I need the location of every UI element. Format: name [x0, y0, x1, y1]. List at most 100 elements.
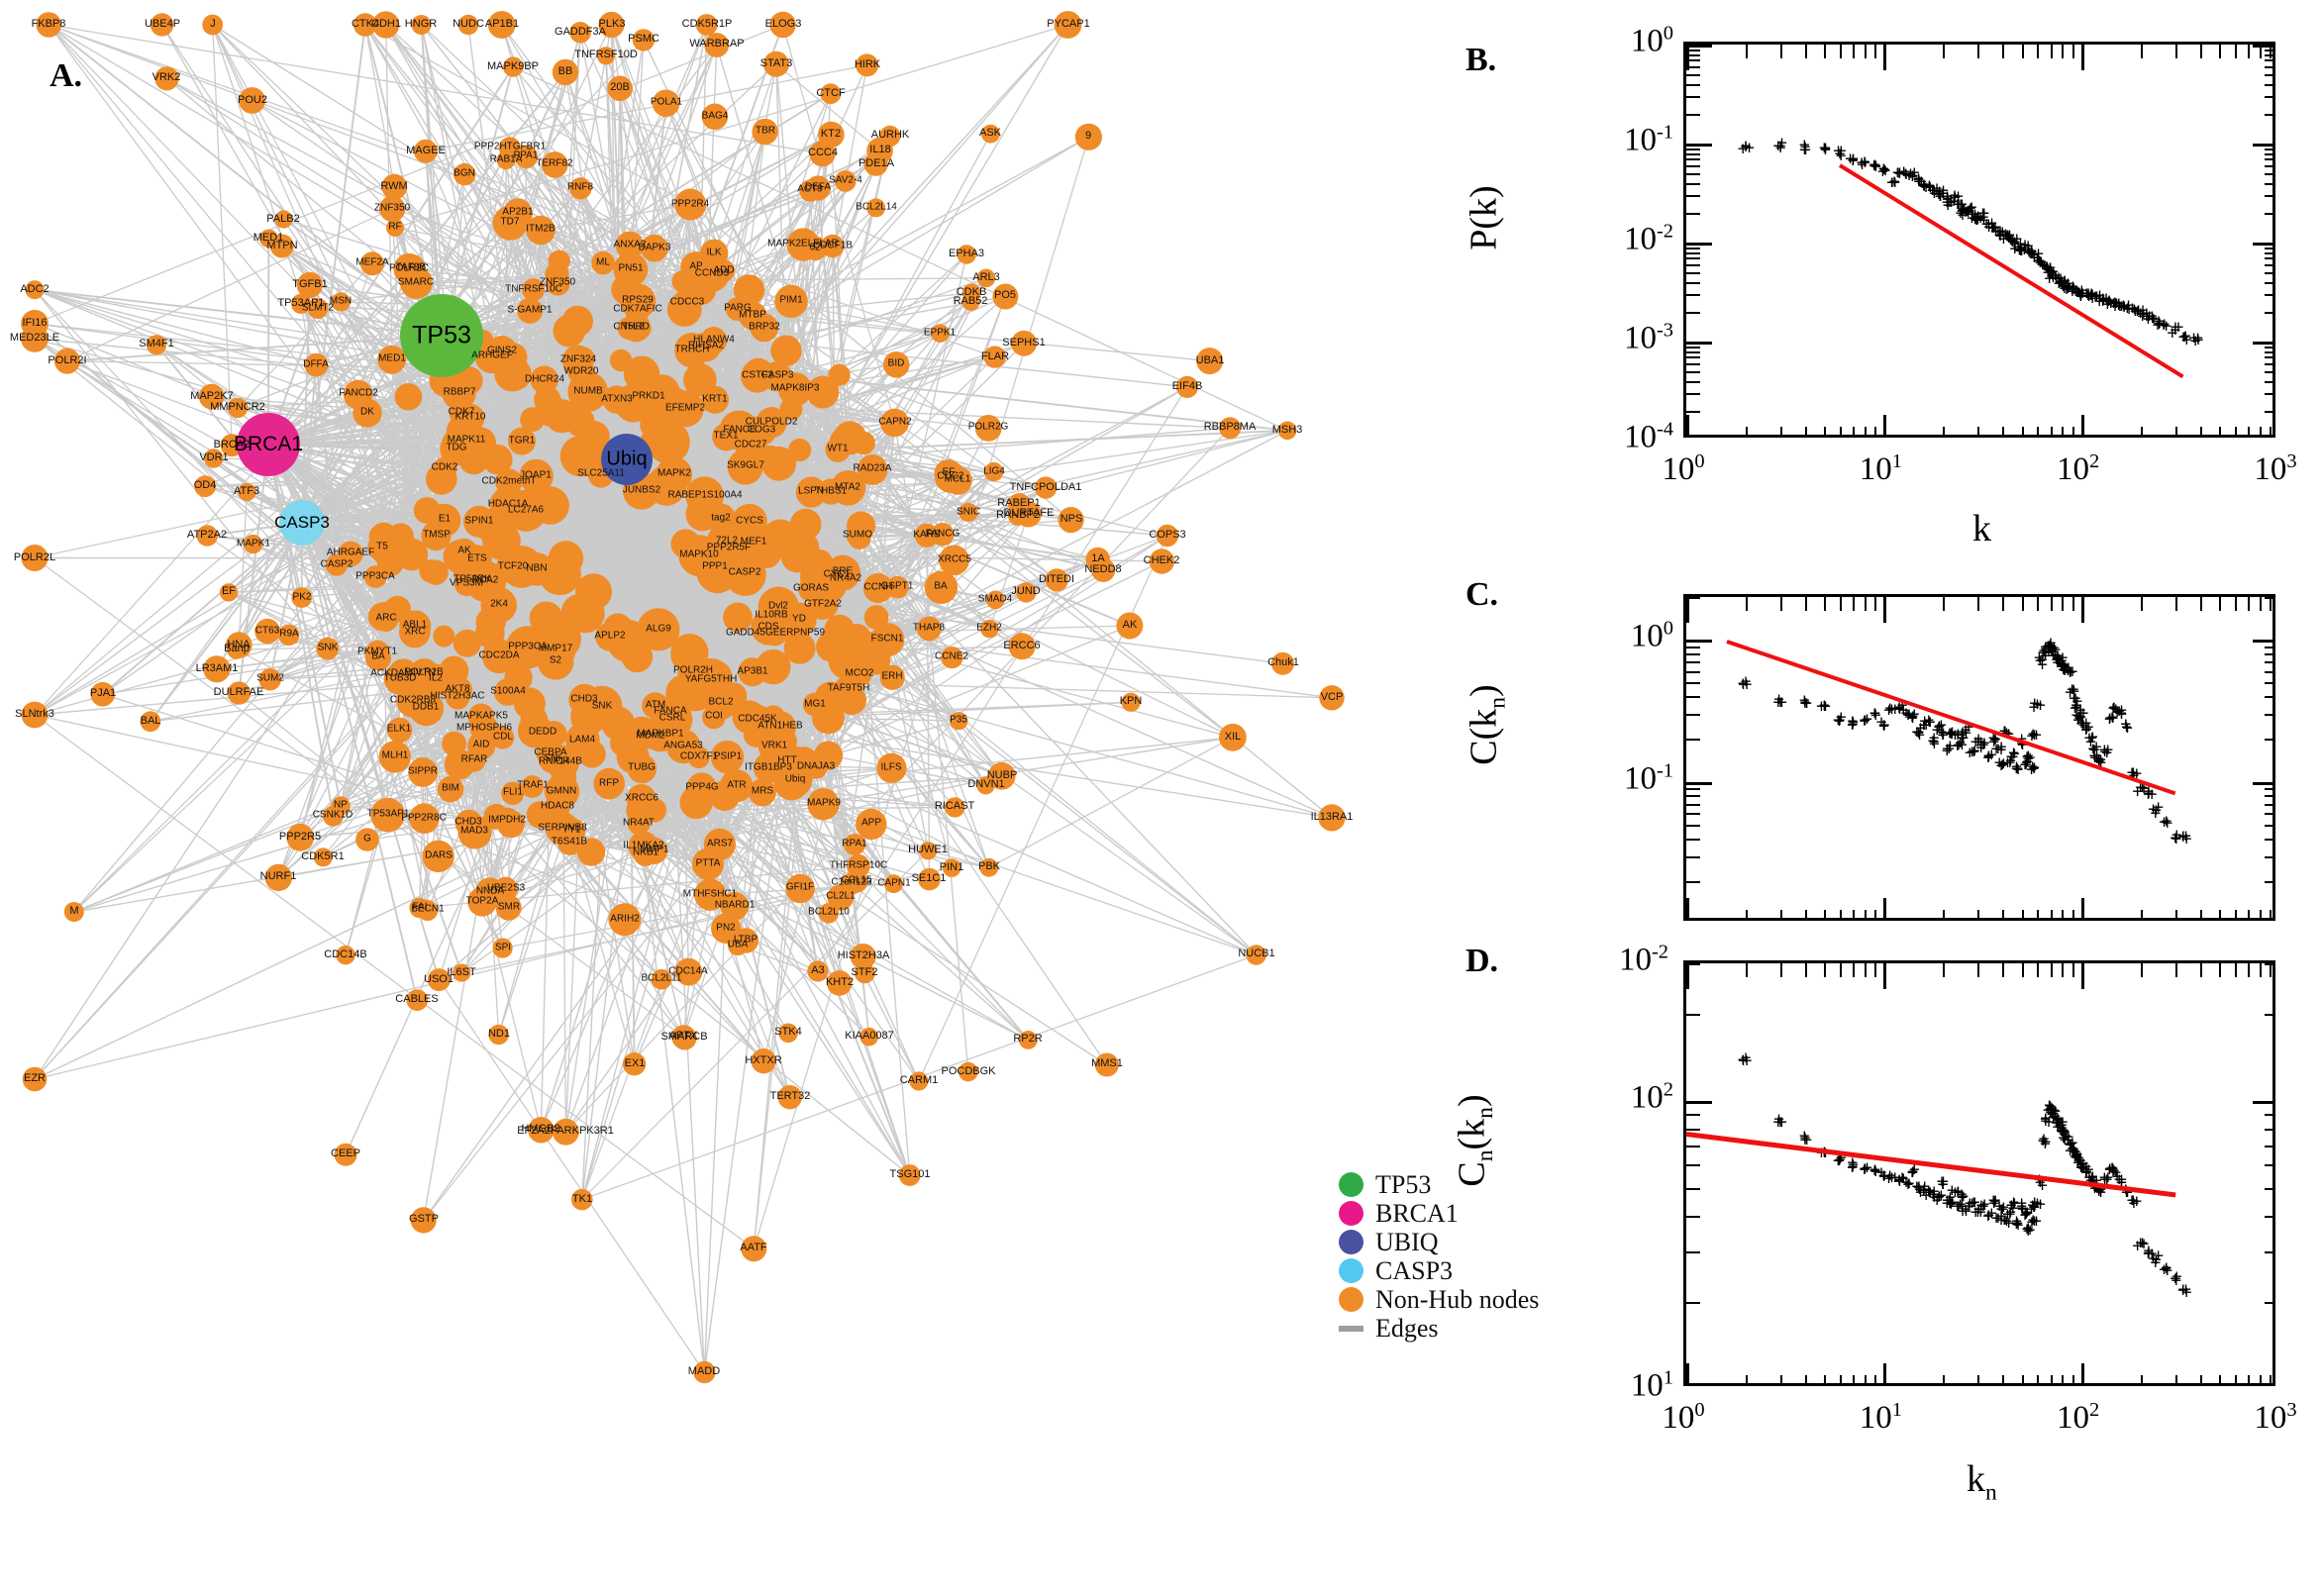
hub-node-tp53[interactable] [400, 294, 483, 377]
network-node[interactable] [569, 177, 592, 200]
network-node[interactable] [264, 863, 292, 892]
network-node[interactable] [609, 349, 633, 372]
network-node[interactable] [228, 397, 249, 419]
network-node[interactable] [643, 717, 678, 752]
network-node[interactable] [824, 614, 856, 646]
network-node[interactable] [622, 1052, 647, 1076]
network-node[interactable] [770, 335, 802, 366]
network-node[interactable] [408, 690, 445, 727]
network-node[interactable] [727, 449, 763, 485]
network-node[interactable] [406, 989, 429, 1011]
network-node[interactable] [786, 228, 820, 261]
network-node[interactable] [1246, 945, 1266, 965]
network-node[interactable] [642, 797, 666, 823]
network-node[interactable] [961, 292, 980, 311]
network-node[interactable] [204, 449, 224, 468]
network-node[interactable] [492, 938, 513, 958]
network-node[interactable] [194, 475, 217, 498]
network-node[interactable] [336, 946, 355, 965]
network-node[interactable] [783, 632, 816, 664]
network-node[interactable] [567, 371, 608, 413]
network-node[interactable] [959, 502, 978, 523]
network-node[interactable] [876, 752, 907, 783]
network-node[interactable] [354, 13, 377, 37]
network-node[interactable] [593, 767, 625, 800]
network-node[interactable] [538, 744, 568, 774]
network-node[interactable] [608, 903, 642, 937]
network-node[interactable] [613, 251, 649, 287]
network-node[interactable] [226, 632, 252, 658]
network-node[interactable] [576, 838, 606, 866]
network-node[interactable] [304, 352, 329, 377]
network-node[interactable] [859, 1027, 878, 1047]
network-node[interactable] [652, 89, 680, 118]
network-node[interactable] [53, 348, 80, 374]
network-node[interactable] [427, 968, 451, 992]
network-node[interactable] [959, 1061, 978, 1082]
network-node[interactable] [691, 332, 721, 362]
network-node[interactable] [850, 944, 876, 969]
network-node[interactable] [974, 415, 1002, 442]
network-node[interactable] [146, 335, 167, 355]
network-node[interactable] [882, 351, 910, 378]
network-node[interactable] [529, 601, 563, 636]
network-node[interactable] [203, 655, 231, 683]
network-node[interactable] [545, 262, 569, 287]
network-node[interactable] [1277, 421, 1297, 441]
network-node[interactable] [738, 657, 767, 687]
network-node[interactable] [799, 179, 822, 202]
network-node[interactable] [945, 797, 965, 818]
network-node[interactable] [238, 483, 256, 502]
network-node[interactable] [565, 407, 595, 438]
network-node[interactable] [379, 195, 406, 222]
network-node[interactable] [1094, 1052, 1119, 1077]
network-node[interactable] [514, 145, 539, 169]
network-node[interactable] [646, 420, 690, 464]
network-node[interactable] [517, 713, 553, 748]
network-node[interactable] [364, 645, 392, 671]
network-node[interactable] [467, 703, 495, 731]
network-node[interactable] [476, 507, 516, 548]
network-node[interactable] [615, 231, 645, 259]
network-node[interactable] [307, 298, 329, 319]
network-node[interactable] [291, 587, 313, 608]
network-node[interactable] [695, 14, 718, 36]
network-node[interactable] [981, 124, 1000, 144]
network-node[interactable] [632, 29, 656, 51]
network-node[interactable] [569, 22, 591, 44]
network-node[interactable] [458, 444, 489, 475]
network-node[interactable] [496, 150, 516, 170]
network-node[interactable] [239, 87, 265, 114]
hub-node-brca1[interactable] [237, 413, 300, 476]
network-node[interactable] [487, 11, 516, 39]
network-node[interactable] [323, 805, 344, 827]
network-node[interactable] [852, 431, 875, 455]
network-node[interactable] [909, 1071, 929, 1091]
network-node[interactable] [856, 53, 879, 77]
network-node[interactable] [591, 250, 615, 275]
network-node[interactable] [976, 776, 995, 795]
network-node[interactable] [728, 936, 748, 955]
hub-node-ubiq[interactable] [601, 434, 653, 485]
network-node[interactable] [355, 828, 379, 851]
network-node[interactable] [423, 559, 449, 585]
network-node[interactable] [898, 1164, 921, 1186]
network-node[interactable] [782, 602, 817, 638]
network-node[interactable] [1011, 330, 1037, 356]
network-node[interactable] [508, 427, 536, 455]
network-node[interactable] [769, 11, 796, 39]
network-node[interactable] [656, 456, 692, 493]
network-node[interactable] [918, 867, 941, 891]
network-node[interactable] [488, 1024, 509, 1046]
network-node[interactable] [1008, 493, 1031, 516]
network-node[interactable] [979, 857, 999, 877]
network-node[interactable] [505, 626, 550, 669]
network-node[interactable] [394, 383, 423, 411]
network-node[interactable] [880, 408, 909, 438]
network-node[interactable] [446, 415, 479, 449]
network-node[interactable] [457, 14, 479, 36]
network-node[interactable] [286, 823, 315, 851]
network-node[interactable] [919, 842, 938, 860]
network-node[interactable] [1196, 348, 1224, 375]
network-node[interactable] [565, 594, 605, 634]
